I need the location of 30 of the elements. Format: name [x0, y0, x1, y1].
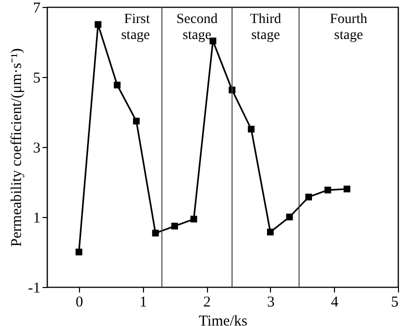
- x-axis-title: Time/ks: [198, 314, 248, 326]
- point: [190, 216, 198, 222]
- point: [114, 82, 121, 88]
- y-tick-label: 1: [33, 210, 40, 226]
- y-tick-label: -1: [28, 280, 40, 296]
- x-tick-label: 4: [330, 294, 339, 310]
- x-tick-label: 0: [76, 294, 84, 310]
- point: [76, 248, 82, 256]
- point: [344, 186, 350, 192]
- y-axis-title: Permeability coefficient/(μm·s⁻¹): [9, 48, 26, 247]
- point: [94, 21, 102, 28]
- point: [248, 126, 255, 133]
- x-tick-label: 5: [391, 294, 398, 310]
- point: [286, 214, 293, 220]
- point: [305, 194, 312, 200]
- annotation: Second stage: [176, 12, 218, 43]
- x-tick-label: 1: [139, 294, 147, 310]
- x-tick-label: 3: [267, 294, 275, 310]
- point: [132, 118, 140, 124]
- x-tick-label: 2: [203, 294, 211, 310]
- y-tick-label: 7: [33, 0, 41, 16]
- point: [267, 228, 274, 236]
- annotation: Fourth stage: [330, 12, 368, 43]
- annotation: First stage: [121, 12, 150, 43]
- point: [171, 222, 178, 230]
- y-tick-label: 3: [33, 140, 40, 156]
- y-tick-label: 5: [33, 70, 40, 86]
- point: [324, 186, 332, 194]
- annotation: Third stage: [250, 12, 282, 43]
- point: [152, 230, 159, 236]
